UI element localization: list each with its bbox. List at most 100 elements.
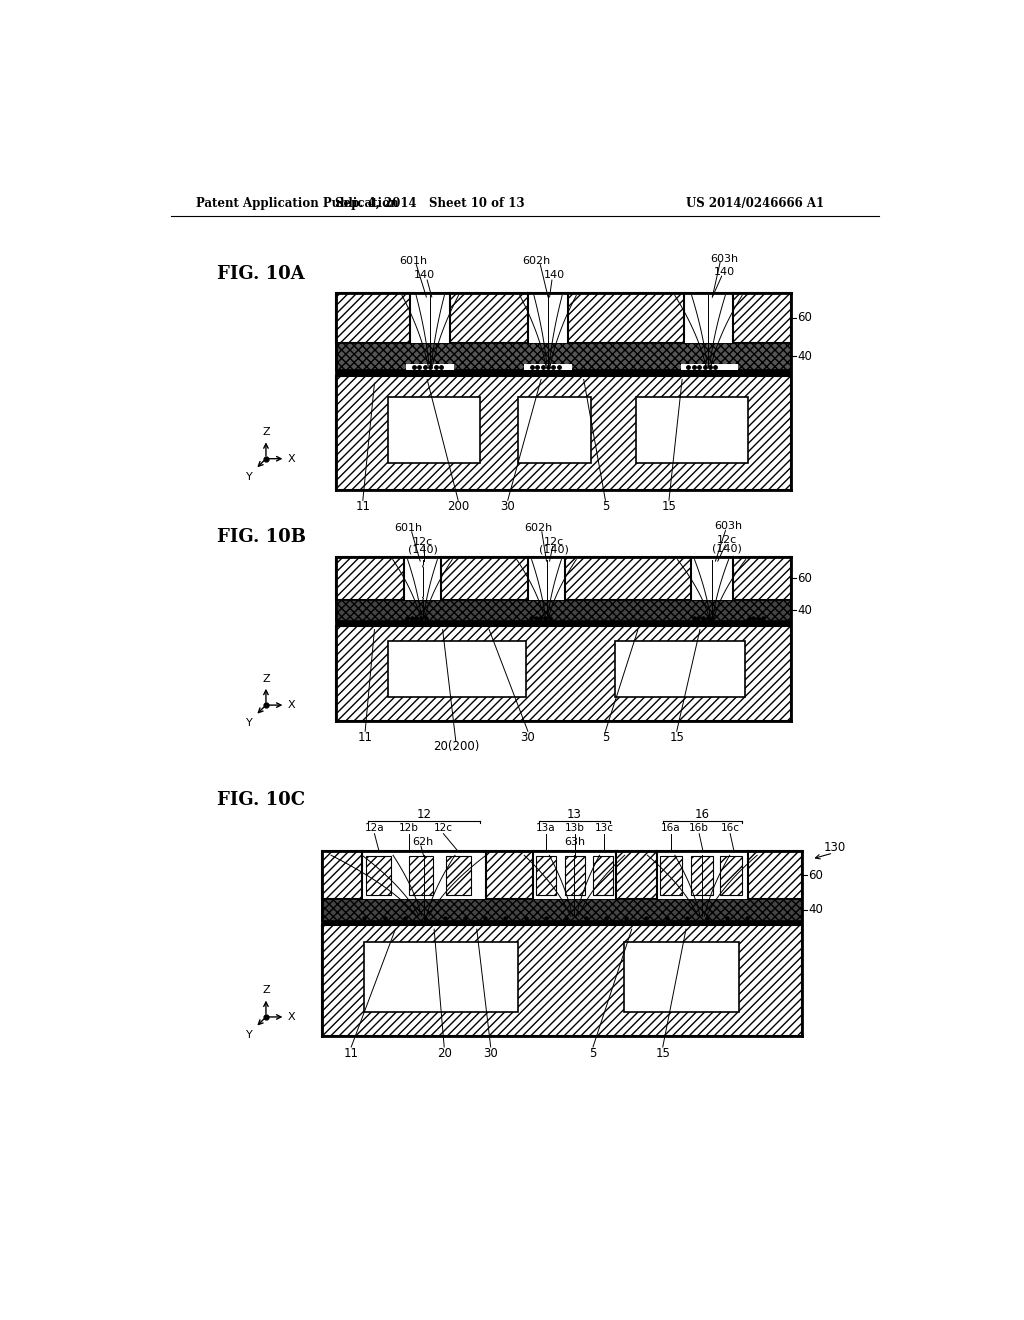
Bar: [388, 642, 526, 697]
Text: 200: 200: [447, 500, 469, 513]
Text: 5: 5: [590, 1047, 597, 1060]
Text: 62h: 62h: [412, 837, 433, 847]
Bar: [624, 942, 738, 1011]
Bar: [322, 921, 802, 925]
Text: 63h: 63h: [564, 837, 586, 847]
Bar: [409, 855, 433, 895]
Bar: [445, 855, 471, 895]
Bar: [593, 855, 613, 895]
Text: 13b: 13b: [565, 824, 585, 833]
Bar: [403, 557, 441, 599]
Text: 15: 15: [662, 500, 677, 513]
Text: X: X: [288, 1012, 295, 1022]
Text: 140: 140: [544, 271, 565, 280]
Bar: [410, 293, 451, 343]
Text: 12a: 12a: [365, 824, 384, 833]
Text: 602h: 602h: [524, 523, 553, 533]
Text: 60: 60: [809, 869, 823, 882]
Bar: [565, 855, 586, 895]
Text: Z: Z: [262, 428, 269, 437]
Text: 20(200): 20(200): [432, 741, 479, 754]
Text: 16: 16: [694, 808, 710, 821]
Bar: [684, 293, 732, 343]
Text: Y: Y: [246, 1030, 253, 1040]
Bar: [388, 397, 480, 462]
Text: FIG. 10C: FIG. 10C: [217, 792, 305, 809]
Text: 40: 40: [798, 350, 812, 363]
Text: Sep. 4, 2014   Sheet 10 of 13: Sep. 4, 2014 Sheet 10 of 13: [336, 197, 525, 210]
Text: 12b: 12b: [398, 824, 419, 833]
Bar: [336, 557, 792, 599]
Text: 30: 30: [501, 500, 515, 513]
Bar: [518, 397, 592, 462]
Text: 11: 11: [357, 731, 373, 744]
Text: 13a: 13a: [536, 824, 556, 833]
Bar: [656, 851, 748, 899]
Bar: [336, 293, 792, 343]
Text: 12c: 12c: [413, 537, 432, 546]
Text: 140: 140: [714, 268, 734, 277]
Text: 11: 11: [355, 500, 371, 513]
Text: 603h: 603h: [715, 521, 742, 532]
Text: US 2014/0246666 A1: US 2014/0246666 A1: [686, 197, 824, 210]
Text: Y: Y: [246, 471, 253, 482]
Bar: [336, 370, 792, 376]
Text: 15: 15: [670, 731, 684, 744]
Text: Y: Y: [246, 718, 253, 729]
Bar: [532, 851, 616, 899]
Bar: [365, 942, 518, 1011]
Text: 601h: 601h: [394, 523, 423, 533]
Text: 12c: 12c: [544, 537, 564, 546]
Text: 140: 140: [414, 271, 434, 280]
Text: 5: 5: [602, 500, 609, 513]
Text: 30: 30: [483, 1047, 498, 1060]
Text: Z: Z: [262, 673, 269, 684]
Text: 40: 40: [809, 903, 823, 916]
Text: 603h: 603h: [710, 253, 738, 264]
Text: 16b: 16b: [689, 824, 709, 833]
Text: X: X: [288, 700, 295, 710]
Text: Patent Application Publication: Patent Application Publication: [197, 197, 398, 210]
Bar: [362, 851, 486, 899]
Text: FIG. 10A: FIG. 10A: [217, 264, 305, 282]
Text: 5: 5: [602, 731, 609, 744]
Text: FIG. 10B: FIG. 10B: [217, 528, 306, 546]
Bar: [407, 364, 455, 370]
Text: 60: 60: [798, 312, 812, 325]
Bar: [336, 626, 792, 721]
Bar: [528, 557, 565, 599]
Bar: [322, 851, 802, 899]
Text: 40: 40: [798, 603, 812, 616]
Bar: [536, 855, 556, 895]
Bar: [720, 855, 741, 895]
Bar: [336, 622, 792, 626]
Bar: [336, 599, 792, 622]
Text: 13: 13: [567, 808, 582, 821]
Text: 12c: 12c: [434, 824, 453, 833]
Bar: [366, 855, 391, 895]
Text: Z: Z: [262, 986, 269, 995]
Text: 20: 20: [437, 1047, 452, 1060]
Text: 60: 60: [798, 572, 812, 585]
Bar: [336, 343, 792, 370]
Bar: [660, 855, 682, 895]
Bar: [691, 855, 713, 895]
Text: 601h: 601h: [399, 256, 427, 265]
Text: 16c: 16c: [721, 824, 739, 833]
Text: 13c: 13c: [594, 824, 613, 833]
Text: (140): (140): [408, 545, 437, 554]
Text: 15: 15: [655, 1047, 670, 1060]
Text: 602h: 602h: [522, 256, 551, 265]
Bar: [690, 557, 733, 599]
Text: 12c: 12c: [717, 536, 737, 545]
Text: (140): (140): [712, 543, 742, 553]
Text: 30: 30: [520, 731, 536, 744]
Bar: [322, 899, 802, 921]
Bar: [524, 364, 572, 370]
Text: (140): (140): [540, 545, 569, 554]
Text: 12: 12: [417, 808, 431, 821]
Bar: [636, 397, 748, 462]
Bar: [322, 925, 802, 1036]
Bar: [336, 376, 792, 490]
Bar: [528, 293, 568, 343]
